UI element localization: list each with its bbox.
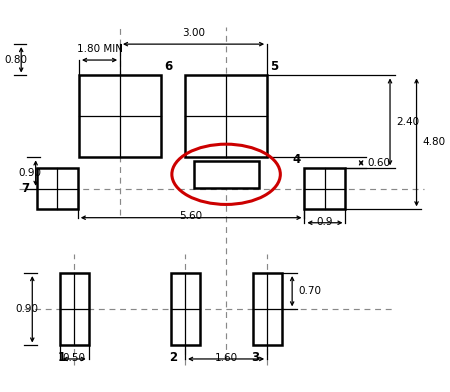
Bar <box>185 76 267 158</box>
Text: 2.40: 2.40 <box>396 117 419 127</box>
Text: 0.70: 0.70 <box>298 286 321 296</box>
Bar <box>194 161 259 187</box>
Bar <box>171 273 200 345</box>
Text: 2: 2 <box>169 351 177 364</box>
Text: 1: 1 <box>58 351 66 364</box>
Bar <box>252 273 282 345</box>
Bar <box>37 168 78 209</box>
Bar <box>305 168 346 209</box>
Text: 6: 6 <box>164 60 173 73</box>
Text: 3.00: 3.00 <box>182 28 205 38</box>
Text: 0.90: 0.90 <box>18 168 41 178</box>
Text: 0.90: 0.90 <box>15 304 38 314</box>
Text: 0.9: 0.9 <box>317 217 333 227</box>
Text: 4.80: 4.80 <box>423 137 446 147</box>
Text: 5.60: 5.60 <box>180 211 202 221</box>
Text: 7: 7 <box>22 182 30 195</box>
Text: 0.80: 0.80 <box>4 55 27 65</box>
Text: 1.80 MIN: 1.80 MIN <box>76 44 122 54</box>
Text: 0.50: 0.50 <box>63 353 86 363</box>
Text: 5: 5 <box>270 60 279 73</box>
Text: 3: 3 <box>251 351 259 364</box>
Text: 4: 4 <box>292 153 301 166</box>
Text: 0.60: 0.60 <box>367 158 390 168</box>
Bar <box>79 76 161 158</box>
Text: 1.60: 1.60 <box>215 353 238 363</box>
Bar <box>60 273 89 345</box>
